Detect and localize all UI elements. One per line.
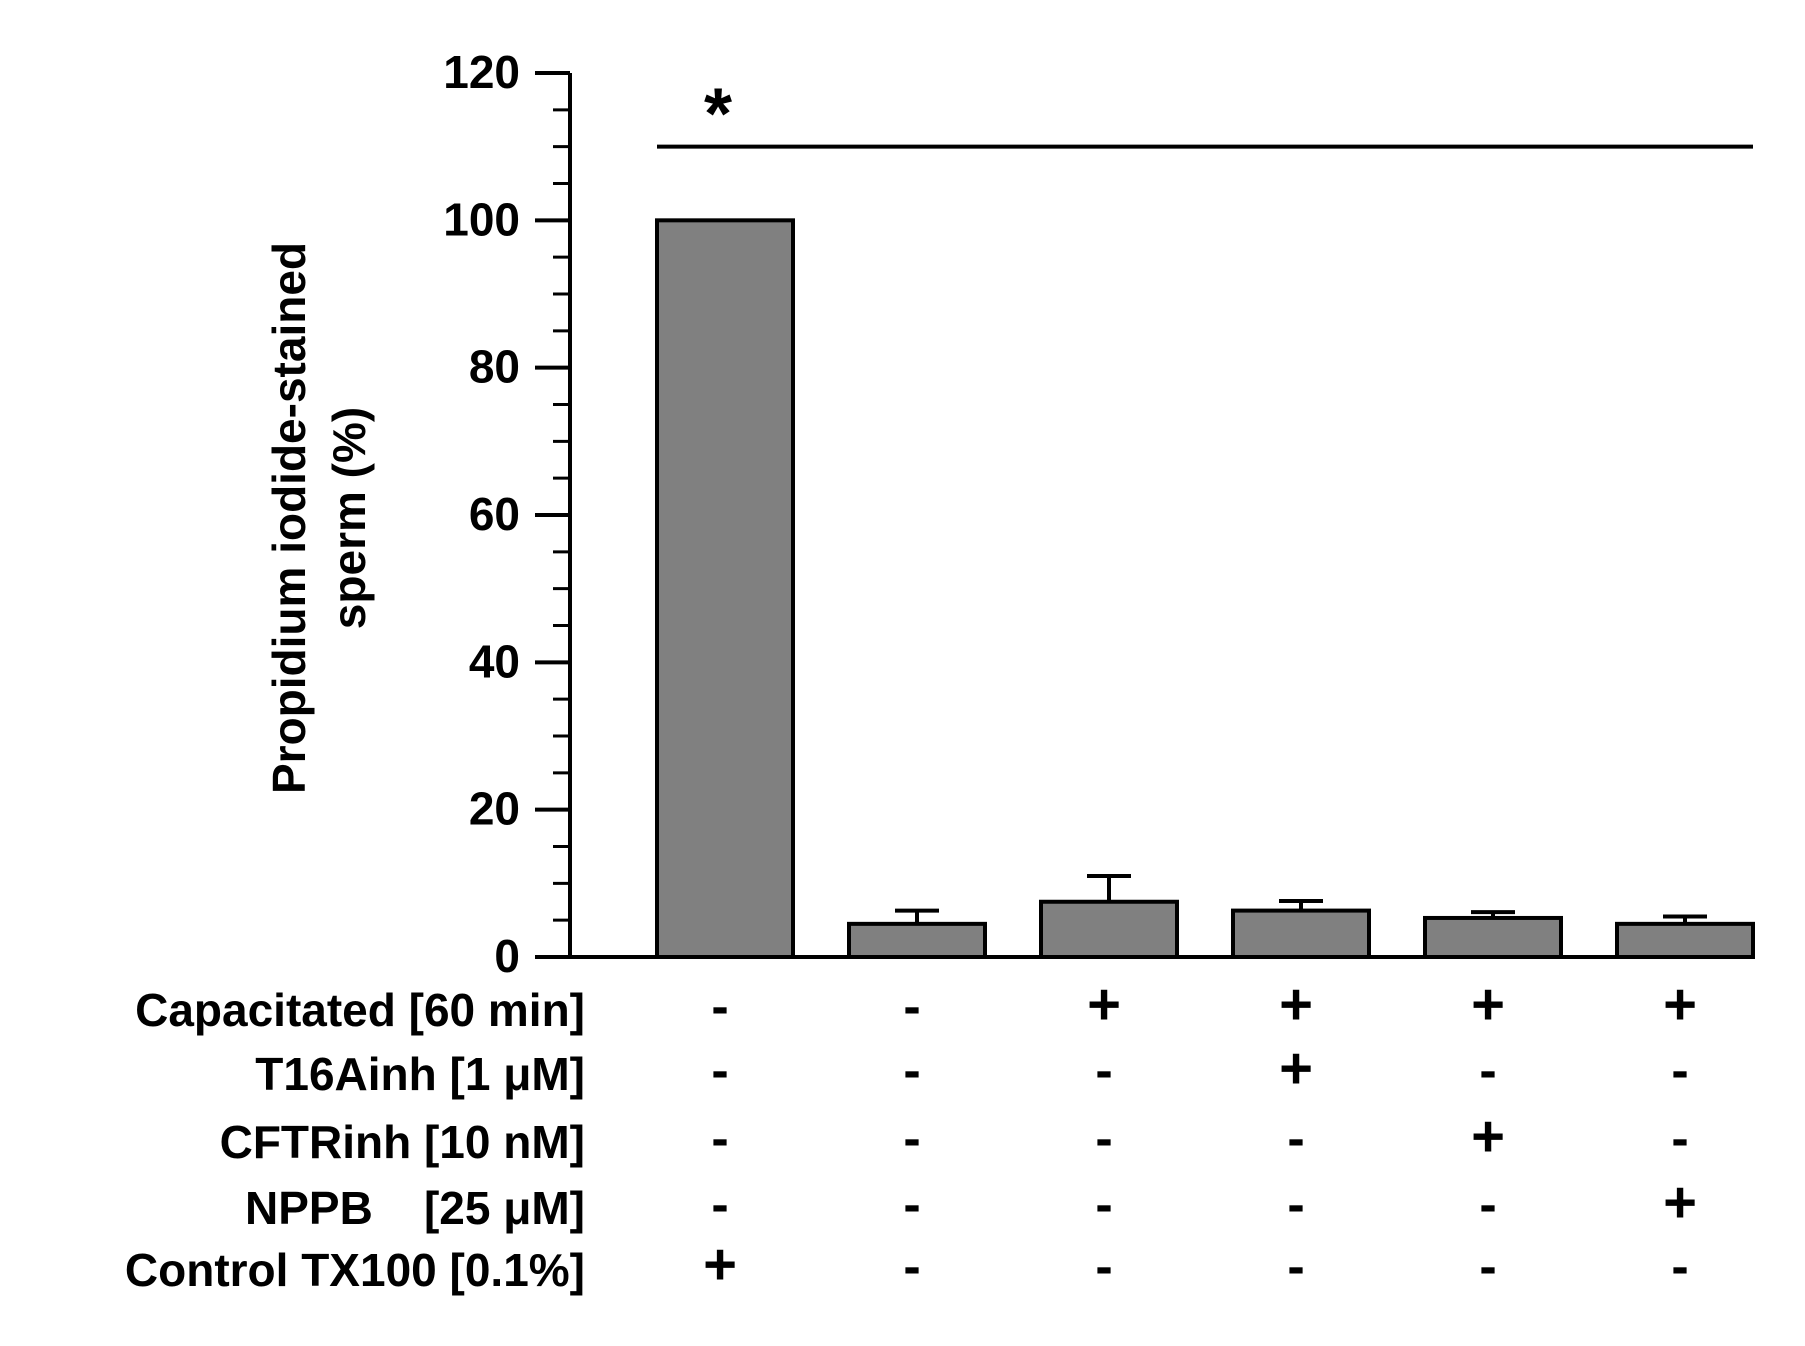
condition-mark: - xyxy=(903,1042,920,1100)
bar xyxy=(655,218,795,960)
condition-mark: + xyxy=(1279,972,1313,1037)
y-tick-label: 0 xyxy=(494,930,520,982)
condition-mark: - xyxy=(711,1042,728,1100)
condition-label: CFTRinh [10 nM] xyxy=(220,1116,585,1168)
condition-mark: - xyxy=(903,1176,920,1234)
condition-label: NPPB [25 μM] xyxy=(245,1182,585,1234)
condition-mark: - xyxy=(903,1110,920,1168)
bars xyxy=(570,218,1755,960)
condition-mark: - xyxy=(1095,1042,1112,1100)
y-axis-label: Propidium iodide-stained sperm (%) xyxy=(263,242,375,794)
condition-mark: - xyxy=(1479,1238,1496,1296)
significance-annotation: * xyxy=(657,75,1753,155)
y-axis: 0 20 40 60 80 100 120 xyxy=(443,46,572,982)
condition-mark: - xyxy=(903,978,920,1036)
condition-mark: + xyxy=(1663,1170,1697,1235)
y-tick-label: 80 xyxy=(469,341,520,393)
significance-star: * xyxy=(704,75,732,155)
y-tick-label: 60 xyxy=(469,488,520,540)
condition-mark: - xyxy=(1287,1110,1304,1168)
condition-mark: - xyxy=(711,1110,728,1168)
condition-mark: - xyxy=(711,978,728,1036)
condition-label: Capacitated [60 min] xyxy=(135,984,585,1036)
condition-mark: - xyxy=(1671,1042,1688,1100)
condition-mark: - xyxy=(1671,1238,1688,1296)
y-axis-label-line-2: sperm (%) xyxy=(323,407,375,629)
condition-mark: - xyxy=(1287,1238,1304,1296)
condition-mark: - xyxy=(1287,1176,1304,1234)
condition-label: Control TX100 [0.1%] xyxy=(125,1244,585,1296)
condition-label: T16Ainh [1 μM] xyxy=(255,1048,585,1100)
condition-mark: - xyxy=(1671,1110,1688,1168)
condition-mark: + xyxy=(1663,972,1697,1037)
condition-mark: - xyxy=(1095,1176,1112,1234)
bar xyxy=(1423,915,1563,959)
bar xyxy=(847,921,987,959)
y-tick-label: 20 xyxy=(469,783,520,835)
condition-mark: - xyxy=(903,1238,920,1296)
condition-mark: - xyxy=(711,1176,728,1234)
condition-mark: + xyxy=(1087,972,1121,1037)
y-tick-label: 100 xyxy=(443,193,520,245)
condition-mark: + xyxy=(1471,972,1505,1037)
bar xyxy=(1039,899,1179,959)
condition-mark: + xyxy=(703,1232,737,1297)
bar xyxy=(1615,921,1755,959)
y-tick-label: 40 xyxy=(469,635,520,687)
condition-table: Capacitated [60 min] - - + + + +T16Ainh [1 μM]… xyxy=(125,972,1697,1297)
condition-mark: + xyxy=(1279,1036,1313,1101)
condition-mark: - xyxy=(1095,1110,1112,1168)
condition-mark: - xyxy=(1479,1176,1496,1234)
bar xyxy=(1231,908,1371,960)
condition-mark: + xyxy=(1471,1104,1505,1169)
condition-mark: - xyxy=(1479,1042,1496,1100)
y-tick-label: 120 xyxy=(443,46,520,98)
condition-mark: - xyxy=(1095,1238,1112,1296)
y-axis-label-line-1: Propidium iodide-stained xyxy=(263,242,315,794)
